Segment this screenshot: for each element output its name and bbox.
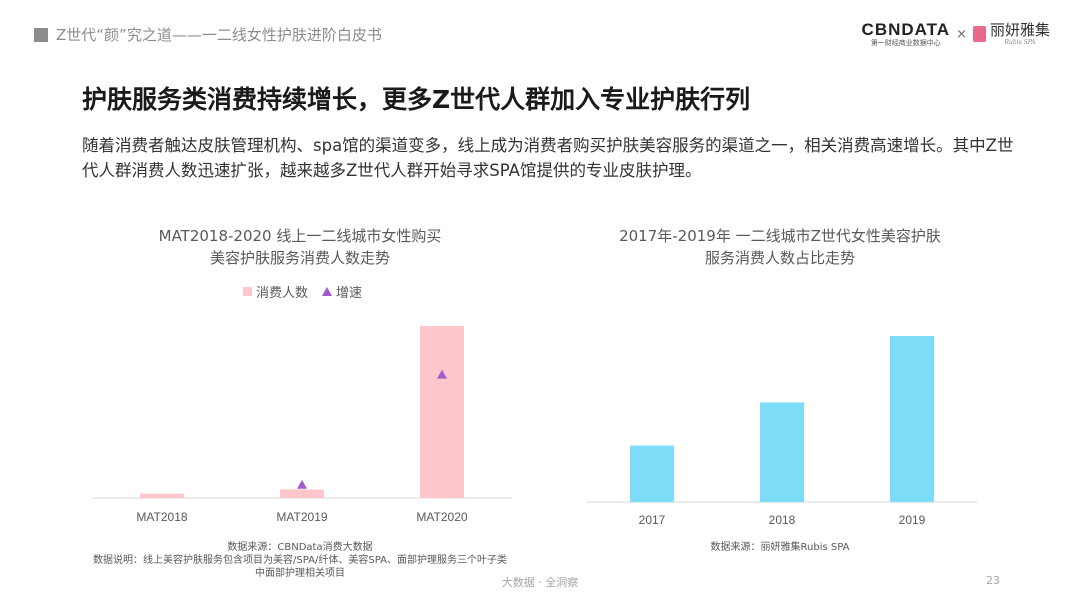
cbndata-logo: CBNDATA 第一财经商业数据中心 [861,19,951,48]
chart1-source-line2: 数据说明：线上美容护肤服务包含项目为美容/SPA/纤体、美容SPA、面部护理服务… [93,555,507,566]
rubis-logo-subtitle: Rubis SPA [1004,38,1036,46]
header-bar: Z世代“颜”究之道——一二线女性护肤进阶白皮书 [34,24,382,45]
chart2-title: 2017年-2019年 一二线城市Z世代女性美容护肤 服务消费人数占比走势 [580,225,980,269]
chart1-plot: MAT2018 MAT2019 MAT2020 [92,326,512,524]
bar-2019 [890,336,934,502]
chart1-title-line2: 美容护肤服务消费人数走势 [209,249,390,267]
footer-slogan: 大数据 · 全洞察 [501,576,579,589]
page-number: 23 [986,574,1000,587]
rubis-logo: 丽妍雅集 Rubis SPA [972,20,1050,47]
page-description: 随着消费者触达皮肤管理机构、spa馆的渠道变多，线上成为消费者购买护肤美容服务的… [82,136,1014,180]
chart1-source-line1: 数据来源：CBNData消费大数据 [227,542,373,553]
chart2-source-note: 数据来源：丽妍雅集Rubis SPA [580,541,980,554]
bar-MAT2020 [420,326,464,498]
chart1-title-line1: MAT2018-2020 线上一二线城市女性购买 [158,227,442,245]
x-tick-label: 2019 [899,513,926,527]
x-tick-label: MAT2020 [416,510,467,524]
chart2-title-line1: 2017年-2019年 一二线城市Z世代女性美容护肤 [619,227,941,245]
x-tick-label: 2017 [639,513,666,527]
legend-label-growth: 增速 [336,286,363,301]
bar-MAT2019 [280,489,324,498]
x-tick-label: MAT2019 [276,510,327,524]
growth-marker-MAT2019 [297,479,307,489]
bar-2018 [760,402,804,502]
legend-bar-swatch [243,287,252,296]
logo-separator: × [956,26,967,42]
growth-marker-MAT2020 [437,369,447,379]
page-title: 护肤服务类消费持续增长，更多Z世代人群加入专业护肤行列 [82,85,751,114]
legend-label-consumers: 消费人数 [256,286,309,301]
cbndata-logo-text: CBNDATA [861,19,951,39]
logo-area: CBNDATA 第一财经商业数据中心 × 丽妍雅集 Rubis SPA [862,18,1050,50]
chart2-source-line1: 数据来源：丽妍雅集Rubis SPA [710,542,850,553]
cbndata-logo-subtitle: 第一财经商业数据中心 [870,38,941,47]
header-title: Z世代“颜”究之道——一二线女性护肤进阶白皮书 [56,26,382,44]
chart1-source-line3: 中面部护理相关项目 [255,568,345,579]
bar-MAT2018 [140,493,184,498]
header-square-icon [34,27,48,42]
bar-2017 [630,445,674,502]
chart2-title-line2: 服务消费人数占比走势 [704,249,855,267]
rubis-mark-icon [972,26,986,42]
x-tick-label: MAT2018 [136,510,187,524]
rubis-logo-text: 丽妍雅集 [989,20,1050,39]
legend-triangle-swatch [322,287,333,296]
chart1-title: MAT2018-2020 线上一二线城市女性购买 美容护肤服务消费人数走势 [100,225,500,269]
chart2-plot: 2017 2018 2019 [587,336,977,527]
chart1-source-note: 数据来源：CBNData消费大数据 数据说明：线上美容护肤服务包含项目为美容/S… [72,541,528,580]
x-tick-label: 2018 [769,513,796,527]
chart1-legend: 消费人数 增速 [243,282,362,301]
